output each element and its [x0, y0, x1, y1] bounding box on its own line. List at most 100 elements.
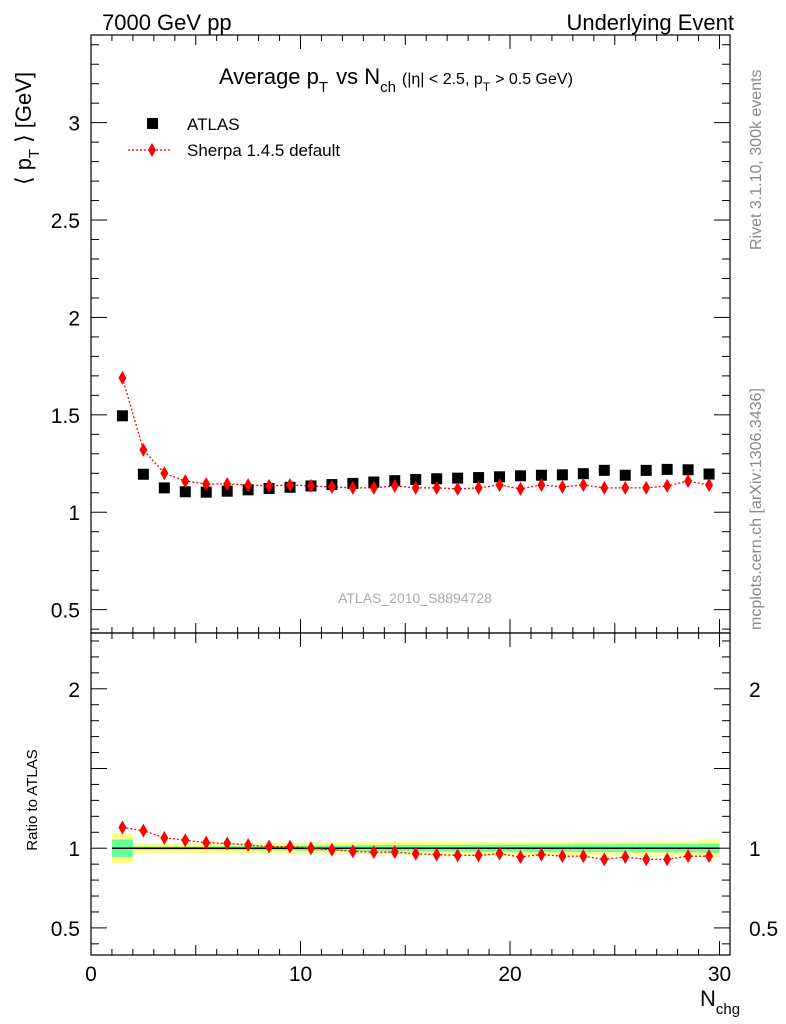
ratio-y-axis-label: Ratio to ATLAS [24, 749, 41, 850]
sherpa-point [642, 852, 651, 867]
sherpa-point [390, 478, 399, 493]
sherpa-point [202, 476, 211, 491]
sherpa-point [223, 476, 232, 491]
x-tick-label: 0 [85, 963, 97, 986]
sherpa-point [265, 839, 274, 854]
sherpa-point [621, 480, 630, 495]
sherpa-point [306, 841, 315, 856]
mcplots-label: mcplots.cern.ch [arXiv:1306.3436] [748, 388, 765, 630]
sherpa-point [181, 833, 190, 848]
title-cut-b: > 0.5 GeV) [495, 71, 573, 88]
title-cut-a: (|η| < 2.5, p [402, 71, 483, 88]
top-y-tick-labels: 0.5 1 1.5 2 2.5 3 [51, 113, 80, 623]
header-left: 7000 GeV pp [102, 10, 232, 35]
xlabel-main: N [700, 986, 716, 1011]
sherpa-point [244, 838, 253, 853]
atlas-point [221, 485, 233, 497]
sherpa-point [181, 474, 190, 489]
header-right: Underlying Event [566, 10, 734, 35]
title-cut-sub: T [483, 80, 491, 94]
legend-sherpa-label: Sherpa 1.4.5 default [187, 141, 340, 160]
sherpa-point [558, 849, 567, 864]
sherpa-point [411, 846, 420, 861]
top-y-axis-label: ⟨ pT ⟩ [GeV] [11, 72, 43, 185]
atlas-point [703, 468, 715, 480]
sherpa-point [600, 480, 609, 495]
sherpa-point [327, 479, 336, 494]
sherpa-point [642, 480, 651, 495]
sherpa-point [495, 477, 504, 492]
title-main-sub: T [319, 79, 328, 96]
y-tick-label: 2 [68, 679, 80, 702]
sherpa-point [306, 478, 315, 493]
sherpa-point [223, 836, 232, 851]
y-tick-label: 3 [68, 113, 80, 136]
sherpa-point [516, 481, 525, 496]
ylabel-sub: T [26, 149, 43, 158]
sherpa-point [139, 823, 148, 838]
sherpa-point [705, 477, 714, 492]
atlas-point [431, 473, 443, 485]
analysis-watermark: ATLAS_2010_S8894728 [338, 590, 492, 606]
sherpa-point [160, 466, 169, 481]
sherpa-point [327, 842, 336, 857]
rivet-label: Rivet 3.1.10, 300k events [748, 69, 765, 250]
sherpa-point [286, 477, 295, 492]
sherpa-point [348, 844, 357, 859]
ylabel-post: ⟩ [GeV] [11, 72, 36, 143]
y-tick-label-right: 0.5 [749, 918, 778, 941]
atlas-point [514, 470, 526, 482]
sherpa-point [579, 477, 588, 492]
sherpa-point [684, 849, 693, 864]
ylabel-pre: ⟨ p [11, 158, 36, 185]
sherpa-point [453, 481, 462, 496]
sherpa-point [495, 846, 504, 861]
y-tick-label: 1 [68, 502, 80, 525]
x-tick-label: 30 [708, 963, 731, 986]
sherpa-point [411, 480, 420, 495]
ratio-series-markers [118, 820, 714, 867]
sherpa-point [705, 849, 714, 864]
atlas-point [598, 464, 610, 476]
main-plot-panel: 0.511.522.53 Average pT vs Nch (|η| < 2.5,… [11, 34, 731, 634]
title-vs: vs N [336, 64, 380, 89]
legend: ATLAS Sherpa 1.4.5 default [128, 115, 340, 160]
sherpa-point [684, 474, 693, 489]
sherpa-point [474, 480, 483, 495]
y-tick-label-right: 2 [749, 679, 761, 702]
atlas-point [200, 486, 212, 498]
atlas-point [116, 410, 128, 422]
atlas-point [452, 472, 464, 484]
sherpa-point [369, 480, 378, 495]
top-axis-ticks [90, 35, 730, 633]
x-axis-label: Nchg [700, 986, 740, 1018]
sherpa-point [537, 477, 546, 492]
sherpa-point [348, 480, 357, 495]
sherpa-point [558, 479, 567, 494]
top-series-lines [121, 377, 710, 490]
atlas-point [158, 482, 170, 494]
sherpa-point [600, 852, 609, 867]
sherpa-point [432, 480, 441, 495]
y-tick-label: 2 [68, 307, 80, 330]
atlas-point [535, 469, 547, 481]
legend-sherpa-marker [148, 143, 156, 157]
legend-atlas-label: ATLAS [187, 115, 240, 134]
sherpa-point [202, 835, 211, 850]
atlas-point [577, 468, 589, 480]
y-tick-label: 2.5 [51, 210, 80, 233]
sherpa-point [663, 478, 672, 493]
bottom-y-tick-labels: 0.5 0.5 1 1 2 2 [51, 679, 778, 941]
top-series-markers [116, 370, 715, 498]
y-tick-label: 0.5 [51, 918, 80, 941]
title-main: Average p [219, 64, 319, 89]
sherpa-point [453, 848, 462, 863]
atlas-point [619, 469, 631, 481]
atlas-point [473, 472, 485, 484]
atlas-point [494, 471, 506, 483]
sherpa-point [621, 849, 630, 864]
sherpa-point [118, 820, 127, 835]
atlas-point [556, 469, 568, 481]
sherpa-point [390, 845, 399, 860]
